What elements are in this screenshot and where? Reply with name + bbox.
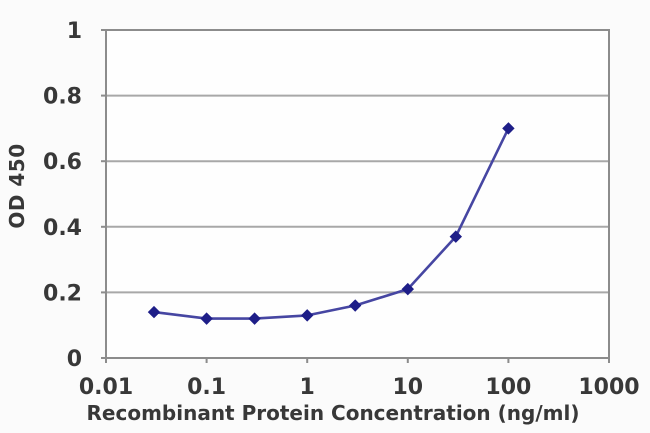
data-point-marker: [449, 230, 463, 243]
data-point-marker: [502, 122, 515, 135]
y-tick-label: 0.4: [43, 216, 82, 241]
data-point-marker: [401, 282, 415, 296]
y-tick-label: 0: [67, 347, 82, 372]
x-tick-label: 0.01: [79, 375, 133, 400]
x-tick-label: 1000: [578, 375, 639, 400]
y-tick-label: 1: [67, 19, 82, 44]
x-tick-label: 10: [392, 375, 423, 400]
y-tick-label: 0.6: [43, 150, 82, 175]
data-point-marker: [300, 309, 314, 322]
x-tick-label: 1: [300, 375, 315, 400]
x-axis-title: Recombinant Protein Concentration (ng/ml…: [86, 401, 580, 425]
data-point-marker: [147, 305, 161, 319]
data-point-marker: [348, 299, 362, 312]
x-tick-label: 100: [485, 375, 531, 400]
y-axis-title: OD 450: [5, 143, 29, 229]
y-tick-label: 0.2: [43, 281, 82, 306]
series-line: [152, 127, 510, 320]
y-tick-label: 0.8: [43, 85, 82, 110]
data-point-marker: [248, 312, 261, 325]
data-point-marker: [200, 312, 213, 325]
x-tick-label: 0.1: [187, 375, 226, 400]
axis-box: [105, 29, 610, 359]
